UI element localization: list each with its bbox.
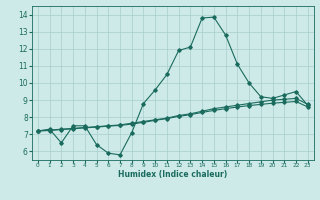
X-axis label: Humidex (Indice chaleur): Humidex (Indice chaleur) <box>118 170 228 179</box>
